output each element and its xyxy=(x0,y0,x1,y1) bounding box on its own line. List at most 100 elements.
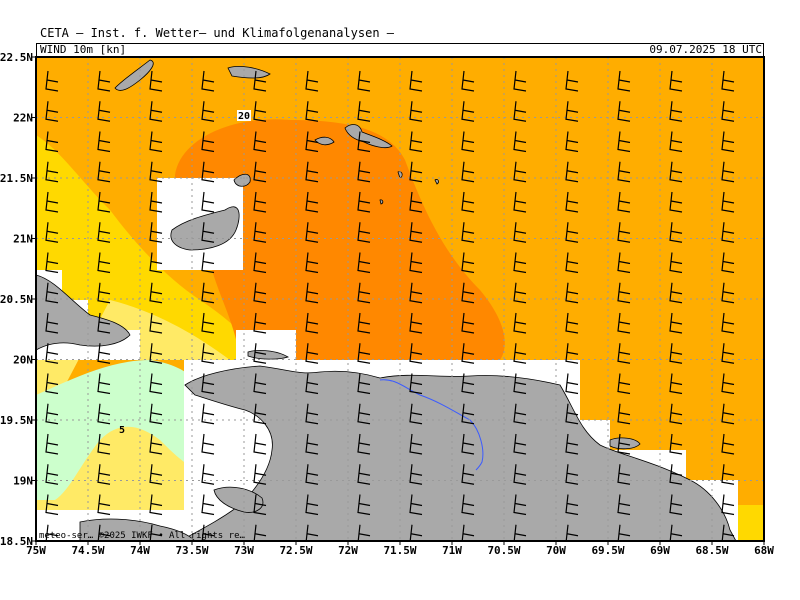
wind-barb xyxy=(149,161,163,183)
wind-barb xyxy=(461,403,475,425)
wind-barb xyxy=(45,312,59,334)
wind-barb xyxy=(409,222,423,243)
wind-barb xyxy=(149,282,163,304)
map-title: CETA — Inst. f. Wetter— und Klimafolgena… xyxy=(40,26,395,40)
lon-tick-label: 72W xyxy=(338,544,358,557)
lat-tick-label: 22N xyxy=(13,112,33,125)
wind-barb xyxy=(201,524,215,541)
wind-barb xyxy=(45,161,59,183)
wind-barb xyxy=(305,252,319,274)
wind-barb xyxy=(565,464,579,485)
datetime-label: 09.07.2025 18 UTC xyxy=(649,43,762,56)
wind-barb xyxy=(721,222,735,243)
wind-barb xyxy=(617,524,631,541)
wind-barb xyxy=(45,403,59,425)
wind-barb xyxy=(149,312,163,334)
wind-barb xyxy=(149,131,163,153)
wind-barb xyxy=(461,494,475,516)
wind-barb xyxy=(565,433,579,455)
wind-barb xyxy=(409,343,423,364)
lon-tick-label: 71W xyxy=(442,544,462,557)
wind-barb xyxy=(617,161,631,183)
wind-barb xyxy=(721,343,735,364)
wind-barb xyxy=(149,524,163,541)
wind-barb xyxy=(97,464,111,485)
wind-barb xyxy=(617,343,631,364)
lon-tick-label: 71.5W xyxy=(383,544,416,557)
wind-barb xyxy=(357,433,371,455)
wind-barb xyxy=(721,403,735,425)
wind-barb xyxy=(721,282,735,304)
wind-barb xyxy=(305,433,319,455)
wind-barb xyxy=(253,101,267,122)
wind-barb xyxy=(721,524,735,541)
wind-barb xyxy=(409,101,423,122)
map-area xyxy=(36,57,764,541)
wind-barb xyxy=(149,343,163,364)
wind-barb xyxy=(45,373,59,395)
wind-barbs xyxy=(45,70,735,541)
wind-barb xyxy=(461,131,475,153)
wind-barb xyxy=(565,131,579,153)
wind-barb xyxy=(253,282,267,304)
wind-barb xyxy=(45,282,59,304)
wind-barb xyxy=(201,464,215,485)
wind-barb xyxy=(201,101,215,122)
wind-barb xyxy=(565,191,579,213)
wind-barb xyxy=(357,222,371,243)
wind-barb xyxy=(617,433,631,455)
wind-barb xyxy=(149,252,163,274)
lon-tick-label: 74.5W xyxy=(71,544,104,557)
wind-barb xyxy=(409,403,423,425)
wind-barb xyxy=(45,494,59,516)
contour-label-5: 5 xyxy=(119,425,125,436)
lat-tick-label: 21N xyxy=(13,233,33,246)
lon-tick-label: 75W xyxy=(26,544,46,557)
wind-barb xyxy=(461,312,475,334)
wind-barb xyxy=(97,222,111,243)
wind-barb xyxy=(513,70,527,92)
wind-barb xyxy=(565,70,579,92)
wind-barb xyxy=(565,343,579,364)
wind-barb xyxy=(461,373,475,395)
contour-label-20: 20 xyxy=(238,111,250,122)
wind-barb xyxy=(201,494,215,516)
wind-barb xyxy=(201,282,215,304)
wind-barb xyxy=(305,373,319,395)
wind-barb xyxy=(669,494,683,516)
wind-barb xyxy=(461,524,475,541)
wind-barb xyxy=(513,161,527,183)
wind-barb xyxy=(617,222,631,243)
wind-barb xyxy=(461,191,475,213)
wind-barb xyxy=(97,494,111,516)
wind-barb xyxy=(669,464,683,485)
wind-barb xyxy=(721,70,735,92)
wind-barb xyxy=(513,464,527,485)
wind-barb xyxy=(97,373,111,395)
wind-barb xyxy=(513,312,527,334)
wind-barb xyxy=(617,464,631,485)
wind-barb xyxy=(409,70,423,92)
wind-barb xyxy=(305,282,319,304)
wind-barb xyxy=(617,373,631,395)
lon-tick-label: 69W xyxy=(650,544,670,557)
wind-barb xyxy=(513,343,527,364)
wind-barb xyxy=(305,494,319,516)
wind-barb xyxy=(201,312,215,334)
wind-barb xyxy=(513,524,527,541)
wind-barb xyxy=(409,524,423,541)
wind-barb xyxy=(565,524,579,541)
wind-barb xyxy=(97,161,111,183)
wind-barb xyxy=(253,373,267,395)
wind-barb xyxy=(409,494,423,516)
wind-barb xyxy=(97,70,111,92)
wind-barb xyxy=(513,494,527,516)
wind-barb xyxy=(149,222,163,243)
wind-barb xyxy=(305,70,319,92)
wind-barb xyxy=(721,131,735,153)
wind-barb xyxy=(669,222,683,243)
wind-barb xyxy=(201,131,215,153)
wind-barb xyxy=(97,343,111,364)
wind-barb xyxy=(201,70,215,92)
wind-barb xyxy=(97,282,111,304)
